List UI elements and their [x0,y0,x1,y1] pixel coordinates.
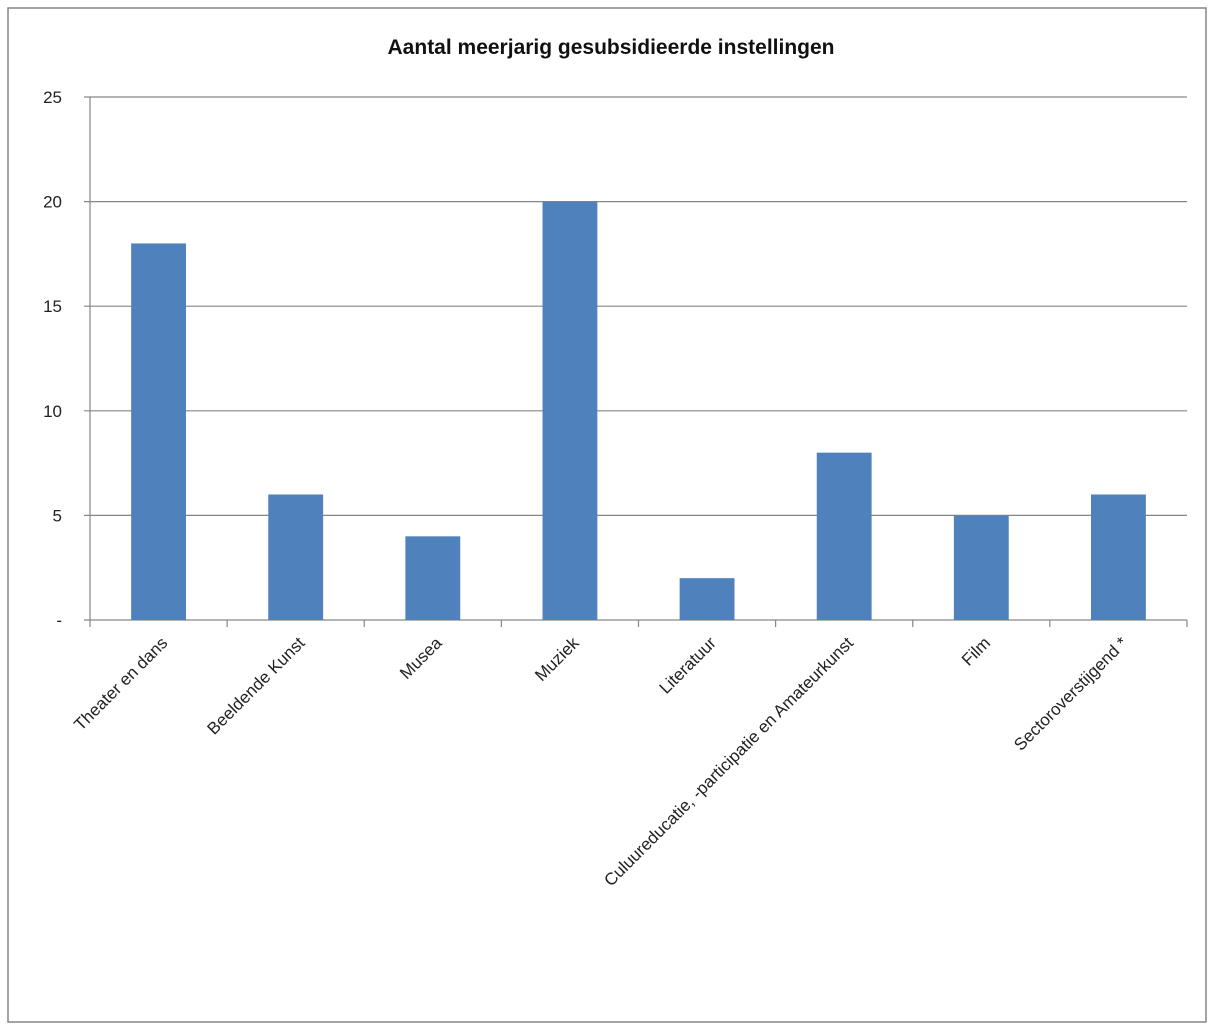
chart-title: Aantal meerjarig gesubsidieerde instelli… [388,36,835,59]
bar [268,494,324,620]
bar [131,243,186,620]
y-tick-label: 25 [43,88,62,107]
bar [679,578,735,620]
bar [405,536,461,620]
y-axis-tick-labels: - 5 10 15 20 25 [43,88,62,630]
y-tick-label: - [56,611,62,630]
bar [953,515,1009,620]
bar [1091,494,1146,620]
bars [131,201,1146,620]
bar [816,452,872,620]
y-tick-label: 5 [53,506,62,525]
y-tick-label: 20 [43,193,62,212]
bar [542,201,598,620]
y-tick-label: 10 [43,402,62,421]
y-tick-label: 15 [43,297,62,316]
